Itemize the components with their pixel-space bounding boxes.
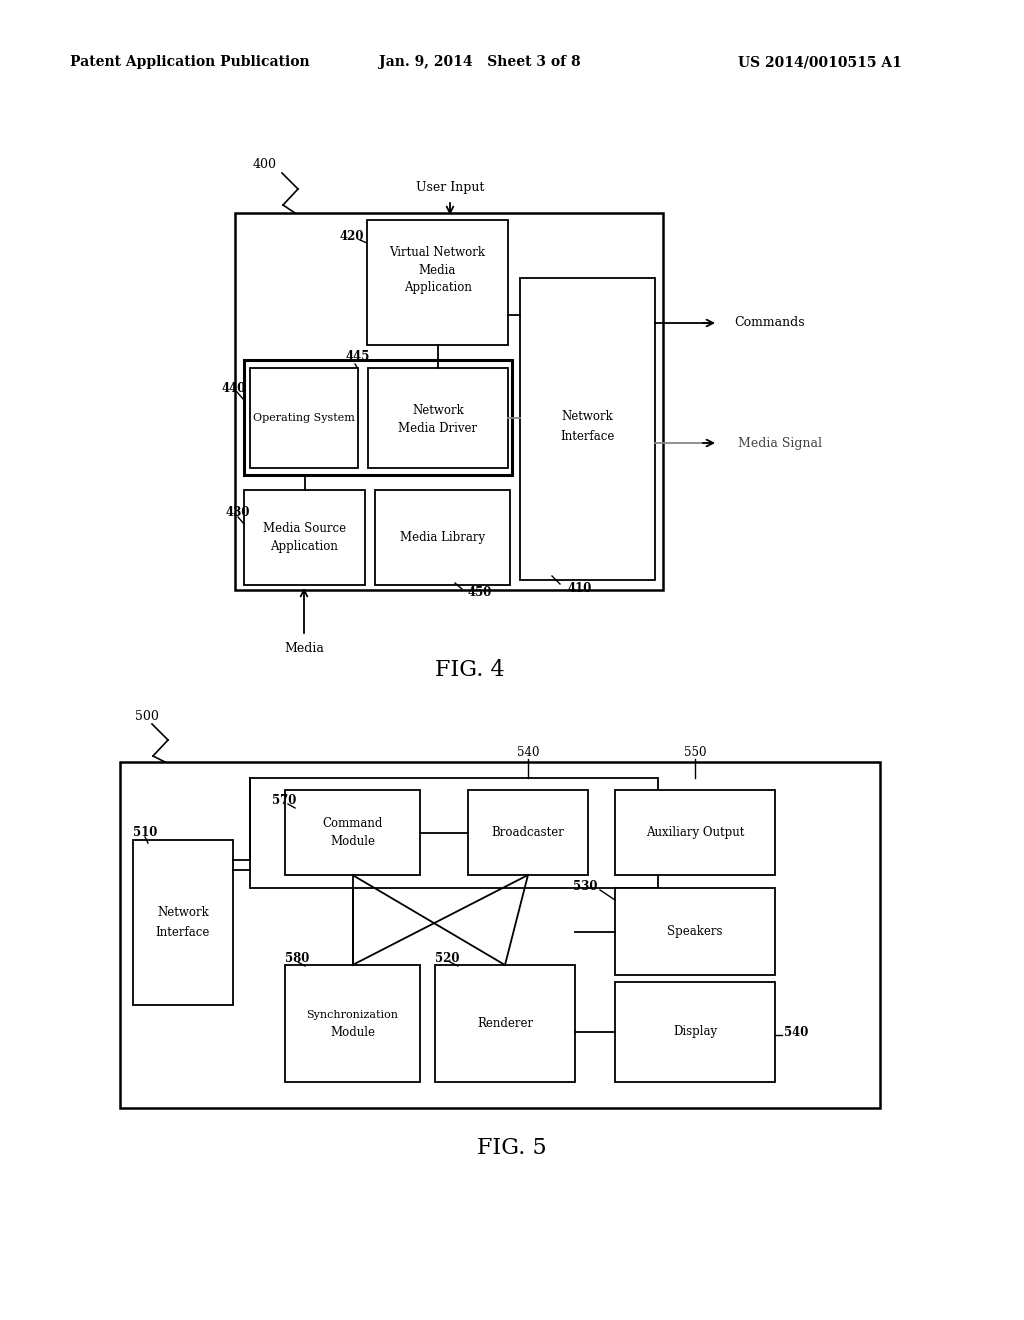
Text: 540: 540 <box>784 1026 808 1039</box>
Text: Module: Module <box>330 1026 375 1039</box>
Text: 510: 510 <box>133 826 158 840</box>
Text: 420: 420 <box>340 231 365 243</box>
Bar <box>468 789 588 875</box>
Text: Virtual Network: Virtual Network <box>389 246 485 259</box>
Text: 520: 520 <box>435 952 460 965</box>
Bar <box>120 762 880 1107</box>
Text: 410: 410 <box>568 582 592 594</box>
Bar <box>285 789 420 875</box>
Text: Operating System: Operating System <box>253 413 355 422</box>
Text: 400: 400 <box>253 158 278 172</box>
Text: Media: Media <box>284 642 324 655</box>
Text: User Input: User Input <box>416 181 484 194</box>
Bar <box>375 490 510 585</box>
Bar <box>368 368 508 469</box>
Text: Media: Media <box>419 264 456 276</box>
Bar <box>615 982 775 1082</box>
Text: Media Signal: Media Signal <box>738 437 822 450</box>
Text: Network: Network <box>412 404 464 417</box>
Text: 440: 440 <box>222 381 247 395</box>
Text: 500: 500 <box>135 710 159 723</box>
Bar <box>250 368 358 469</box>
Bar <box>435 965 575 1082</box>
Bar <box>615 888 775 975</box>
Text: 540: 540 <box>517 746 540 759</box>
Text: Command: Command <box>323 817 383 830</box>
Text: 550: 550 <box>684 746 707 759</box>
Text: Display: Display <box>673 1026 717 1039</box>
Bar <box>244 360 512 475</box>
Text: 445: 445 <box>346 350 371 363</box>
Text: Jan. 9, 2014   Sheet 3 of 8: Jan. 9, 2014 Sheet 3 of 8 <box>379 55 581 69</box>
Text: 530: 530 <box>573 880 598 894</box>
Bar <box>250 777 658 888</box>
Text: Broadcaster: Broadcaster <box>492 826 564 840</box>
Text: FIG. 4: FIG. 4 <box>435 659 505 681</box>
Bar <box>615 789 775 875</box>
Text: 570: 570 <box>272 793 296 807</box>
Bar <box>367 220 508 345</box>
Text: Application: Application <box>403 281 471 294</box>
Bar <box>234 213 663 590</box>
Text: US 2014/0010515 A1: US 2014/0010515 A1 <box>738 55 902 69</box>
Text: Network: Network <box>157 906 209 919</box>
Text: Network: Network <box>561 411 613 424</box>
Text: Patent Application Publication: Patent Application Publication <box>71 55 310 69</box>
Text: Application: Application <box>270 540 339 553</box>
Text: Media Driver: Media Driver <box>398 421 477 434</box>
Bar <box>133 840 233 1005</box>
Bar <box>520 279 655 579</box>
Text: Speakers: Speakers <box>668 925 723 939</box>
Bar <box>244 490 365 585</box>
Text: Interface: Interface <box>560 430 614 444</box>
Text: Interface: Interface <box>156 927 210 939</box>
Text: Commands: Commands <box>734 317 805 330</box>
Text: FIG. 5: FIG. 5 <box>477 1137 547 1159</box>
Bar <box>285 965 420 1082</box>
Text: Renderer: Renderer <box>477 1016 534 1030</box>
Text: Module: Module <box>330 836 375 847</box>
Text: Synchronization: Synchronization <box>306 1010 398 1019</box>
Text: 430: 430 <box>226 507 251 520</box>
Text: 450: 450 <box>468 586 493 598</box>
Text: Auxiliary Output: Auxiliary Output <box>646 826 744 840</box>
Text: Media Source: Media Source <box>263 521 346 535</box>
Text: Media Library: Media Library <box>400 531 485 544</box>
Text: 580: 580 <box>285 952 309 965</box>
